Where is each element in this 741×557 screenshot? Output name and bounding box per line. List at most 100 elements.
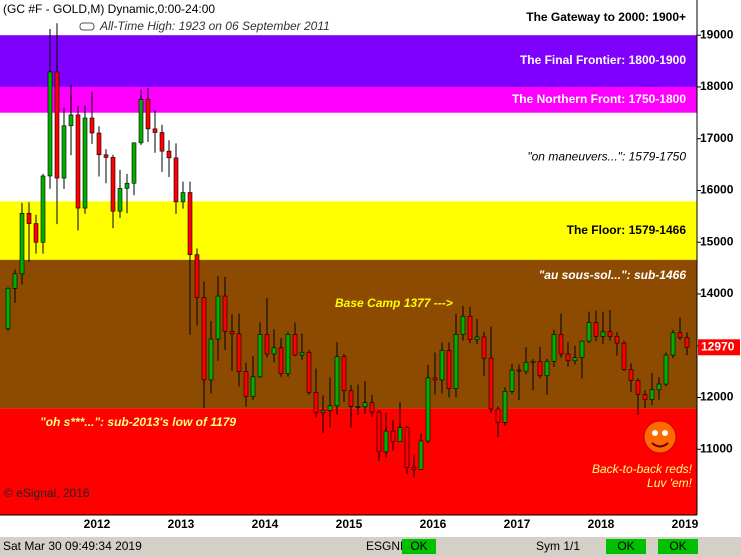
candle-body — [152, 128, 158, 133]
band-label: The Floor: 1579-1466 — [567, 223, 687, 237]
copyright: © eSignal, 2016 — [4, 486, 90, 500]
candle-body — [222, 295, 228, 332]
candle-body — [369, 402, 375, 413]
candle-body — [523, 362, 529, 372]
annotation: Luv 'em! — [647, 476, 693, 490]
x-tick-label: 2015 — [336, 517, 363, 531]
y-tick-label: 15000 — [700, 234, 734, 248]
candle-body — [334, 356, 340, 407]
y-tick-label: 12000 — [700, 390, 734, 404]
candle-body — [355, 406, 361, 408]
candle-body — [229, 330, 235, 335]
candle-body — [187, 192, 193, 255]
y-tick-label: 18000 — [700, 79, 734, 93]
candle-body — [54, 71, 60, 179]
status-symbol: Sym 1/1 — [536, 539, 580, 553]
candle-body — [565, 353, 571, 362]
candle-body — [201, 297, 207, 381]
candle-body — [656, 383, 662, 391]
y-tick-label: 16000 — [700, 183, 734, 197]
candle-body — [33, 223, 39, 243]
candle-body — [432, 377, 438, 381]
candle-body — [614, 336, 620, 344]
band-label: "on maneuvers...": 1579-1750 — [527, 149, 686, 163]
candle-body — [439, 350, 445, 381]
candle-body — [12, 273, 18, 289]
band — [0, 86, 697, 113]
candle-body — [600, 331, 606, 337]
candle-body — [649, 389, 655, 400]
candle-body — [481, 336, 487, 359]
candle-body — [68, 114, 74, 127]
candle-body — [418, 440, 424, 470]
y-tick-label: 19000 — [700, 27, 734, 41]
annotation: Back-to-back reds! — [592, 462, 693, 476]
candle-body — [159, 132, 165, 152]
candle-body — [285, 334, 291, 374]
candle-body — [47, 71, 53, 177]
candle-body — [327, 405, 333, 411]
candle-body — [26, 212, 32, 224]
candle-body — [593, 322, 599, 337]
candle-body — [103, 154, 109, 158]
candle-body — [509, 369, 515, 392]
candle-body — [299, 352, 305, 356]
candle-body — [306, 352, 312, 393]
y-tick-label: 14000 — [700, 286, 734, 300]
candle-body — [194, 254, 200, 298]
candle-body — [579, 340, 585, 358]
status-ok: OK — [410, 539, 427, 553]
candle-body — [320, 410, 326, 413]
candle-body — [292, 334, 298, 356]
candle-body — [572, 357, 578, 362]
candle-body — [180, 192, 186, 203]
candle-body — [635, 380, 641, 395]
candle-body — [131, 142, 137, 184]
candle-body — [236, 333, 242, 372]
candle-body — [250, 376, 256, 397]
last-price-box — [698, 339, 740, 356]
x-tick-label: 2012 — [84, 517, 111, 531]
candle-body — [677, 332, 683, 338]
candle-body — [376, 411, 382, 453]
candle-body — [110, 157, 116, 212]
candle-body — [453, 334, 459, 390]
candle-body — [628, 369, 634, 381]
candle-body — [516, 369, 522, 372]
candle-body — [61, 125, 67, 179]
candle-body — [96, 132, 102, 156]
candle-body — [537, 360, 543, 377]
status-datetime: Sat Mar 30 09:49:34 2019 — [3, 539, 142, 553]
candle-body — [621, 342, 627, 370]
candle-body — [607, 331, 613, 337]
candle-body — [404, 427, 410, 468]
candle-body — [530, 360, 536, 363]
candle-body — [243, 371, 249, 397]
status-bar: Sat Mar 30 09:49:34 2019 ESGNL: OK Sym 1… — [0, 537, 741, 557]
candle-body — [551, 334, 557, 362]
candle-body — [474, 336, 480, 340]
status-ok: OK — [617, 539, 634, 553]
band — [0, 35, 697, 87]
candle-body — [82, 117, 88, 209]
y-tick-label: 17000 — [700, 131, 734, 145]
band — [0, 408, 697, 515]
chart-title: (GC #F - GOLD,M) Dynamic,0:00-24:00 — [3, 2, 215, 16]
x-tick-label: 2013 — [168, 517, 195, 531]
candle-body — [313, 392, 319, 413]
candle-body — [166, 150, 172, 159]
candle-body — [117, 188, 123, 212]
y-tick-label: 11000 — [700, 441, 733, 455]
candle-body — [124, 182, 130, 189]
candle-body — [271, 347, 277, 355]
status-ok: OK — [669, 539, 686, 553]
band — [0, 0, 697, 36]
band-label: The Final Frontier: 1800-1900 — [520, 53, 686, 67]
candle-body — [446, 350, 452, 390]
candle-body — [663, 354, 669, 385]
candle-body — [145, 99, 151, 130]
candle-body — [390, 430, 396, 442]
candle-body — [467, 315, 473, 340]
chart-subtitle: All-Time High: 1923 on 06 September 2011 — [99, 19, 330, 33]
